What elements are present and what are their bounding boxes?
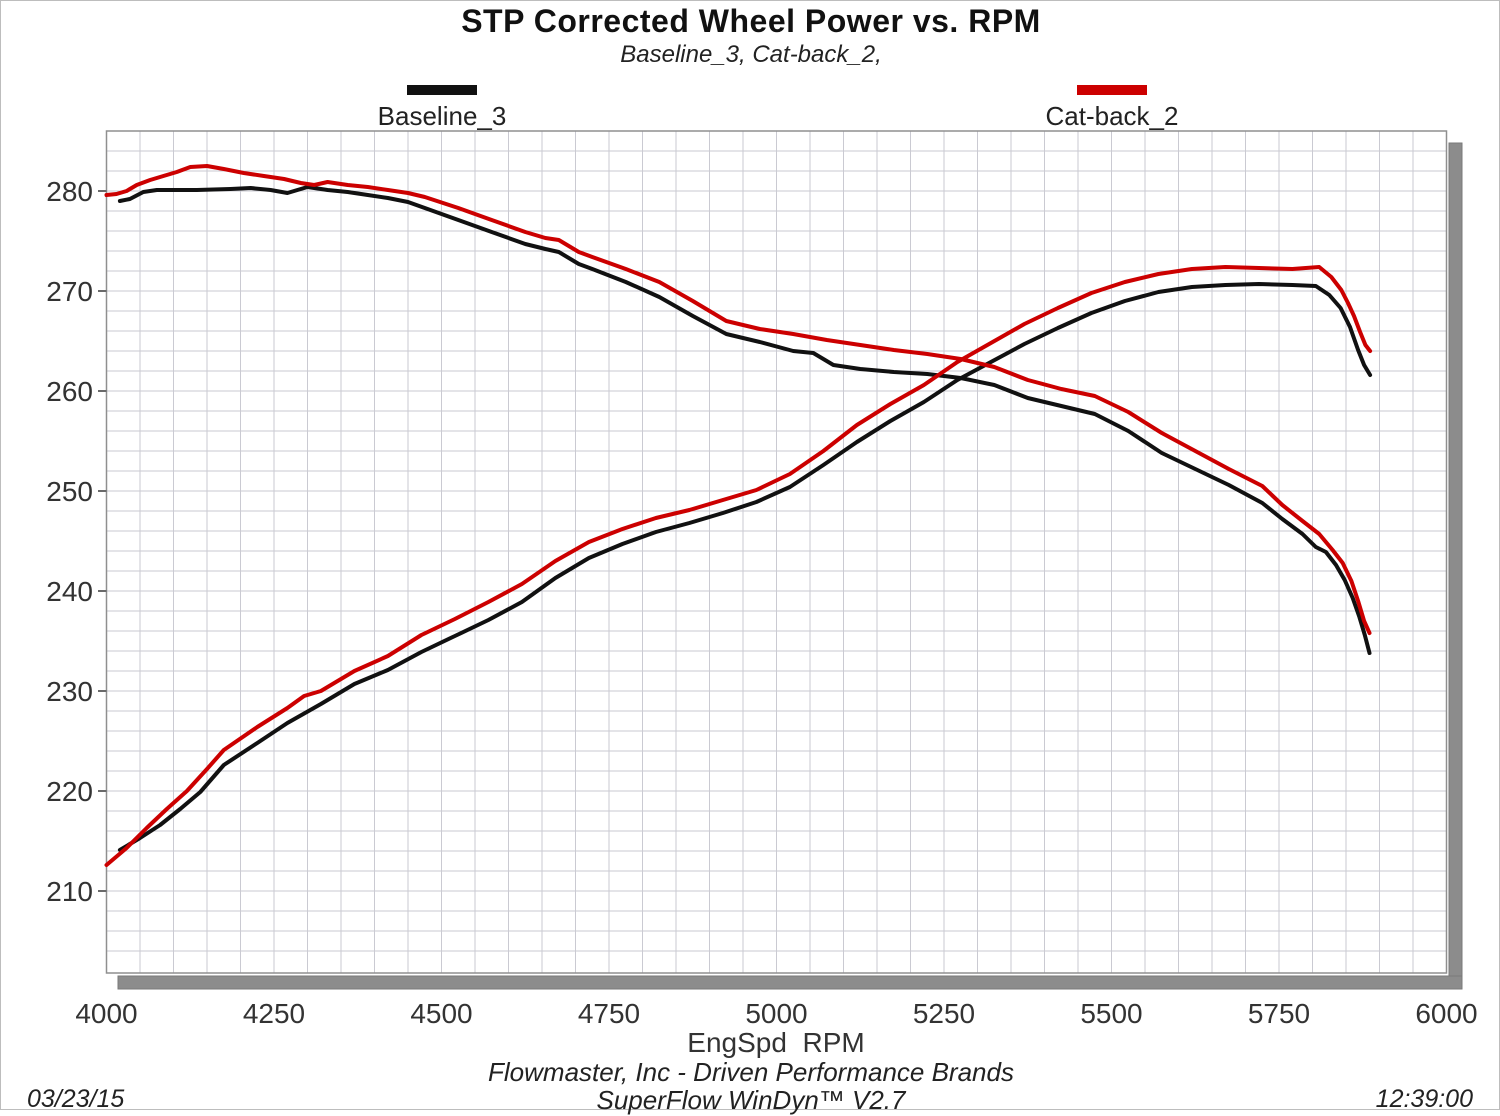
svg-text:6000: 6000 bbox=[1415, 998, 1477, 1029]
plot-shadow-right bbox=[1448, 142, 1463, 990]
y-axis-ticks bbox=[98, 190, 107, 892]
svg-text:210: 210 bbox=[46, 876, 93, 907]
page-title: STP Corrected Wheel Power vs. RPM bbox=[461, 3, 1041, 39]
footer-date: 03/23/15 bbox=[27, 1085, 125, 1113]
svg-text:230: 230 bbox=[46, 676, 93, 707]
svg-text:5000: 5000 bbox=[745, 998, 807, 1029]
baseline-legend-label: Baseline_3 bbox=[377, 101, 507, 131]
y-axis-labels: 280 270 260 250 240 230 220 210 bbox=[46, 176, 93, 907]
svg-text:5250: 5250 bbox=[913, 998, 975, 1029]
svg-text:280: 280 bbox=[46, 176, 93, 207]
svg-text:4000: 4000 bbox=[75, 998, 137, 1029]
series-curve-3 bbox=[104, 265, 1373, 867]
page-subtitle: Baseline_3, Cat-back_2, bbox=[620, 41, 882, 68]
baseline-color-swatch bbox=[407, 85, 477, 95]
svg-text:5750: 5750 bbox=[1248, 998, 1310, 1029]
svg-text:260: 260 bbox=[46, 376, 93, 407]
svg-text:270: 270 bbox=[46, 276, 93, 307]
plot-shadow-bottom bbox=[117, 975, 1463, 990]
grid-lines bbox=[106, 131, 1447, 973]
svg-text:240: 240 bbox=[46, 576, 93, 607]
svg-text:5500: 5500 bbox=[1080, 998, 1142, 1029]
svg-text:4500: 4500 bbox=[410, 998, 472, 1029]
catback-color-swatch bbox=[1077, 85, 1147, 95]
data-series bbox=[104, 164, 1373, 867]
svg-text:250: 250 bbox=[46, 476, 93, 507]
series-curve-0 bbox=[117, 185, 1372, 655]
svg-text:4250: 4250 bbox=[243, 998, 305, 1029]
x-axis-labels: 4000 4250 4500 4750 5000 5250 5500 5750 6000 bbox=[75, 998, 1477, 1029]
svg-text:4750: 4750 bbox=[578, 998, 640, 1029]
footer-brand: Flowmaster, Inc - Driven Performance Bra… bbox=[488, 1057, 1014, 1087]
footer-software: SuperFlow WinDyn™ V2.7 bbox=[596, 1085, 906, 1115]
svg-text:220: 220 bbox=[46, 776, 93, 807]
series-curve-2 bbox=[104, 164, 1372, 635]
x-axis-title: EngSpd RPM bbox=[687, 1027, 865, 1058]
plot-frame bbox=[105, 130, 1448, 974]
footer-time: 12:39:00 bbox=[1375, 1085, 1473, 1113]
catback-legend-label: Cat-back_2 bbox=[1045, 101, 1179, 131]
legend-item-baseline: Baseline_3 bbox=[342, 85, 542, 132]
legend-item-catback: Cat-back_2 bbox=[1012, 85, 1212, 132]
series-curve-1 bbox=[117, 282, 1373, 852]
